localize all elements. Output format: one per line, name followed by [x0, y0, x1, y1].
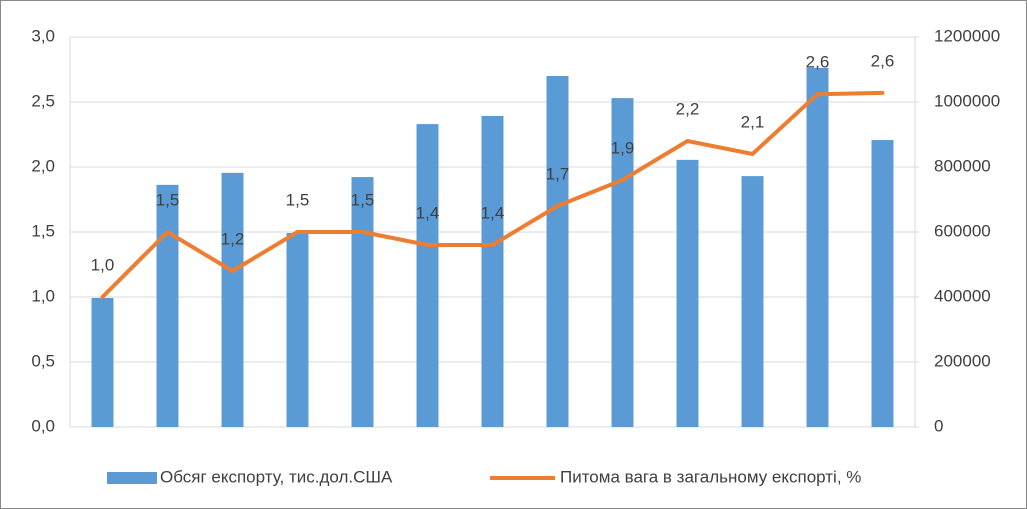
y2-tick-label: 1000000: [934, 91, 1000, 110]
y2-tick-label: 800000: [934, 156, 991, 175]
data-label: 2,2: [676, 99, 700, 118]
y-tick-label: 2,5: [31, 91, 55, 110]
data-label: 2,6: [806, 53, 830, 72]
data-label: 2,6: [871, 51, 895, 70]
data-label: 1,5: [156, 190, 180, 209]
data-label: 1,5: [286, 190, 310, 209]
legend-label: Питома вага в загальному експорті, %: [560, 467, 861, 486]
y-tick-label: 1,5: [31, 221, 55, 240]
y2-tick-label: 1200000: [934, 26, 1000, 45]
bar: [91, 297, 114, 427]
bar: [156, 184, 179, 427]
y-tick-label: 3,0: [31, 26, 55, 45]
y2-tick-label: 400000: [934, 286, 991, 305]
legend-label: Обсяг експорту, тис.дол.США: [160, 467, 393, 486]
bar: [351, 177, 374, 427]
data-label: 2,1: [741, 112, 765, 131]
bar: [481, 115, 504, 427]
data-label: 1,0: [91, 255, 115, 274]
data-label: 1,2: [221, 229, 245, 248]
y-tick-label: 1,0: [31, 286, 55, 305]
y2-tick-label: 600000: [934, 221, 991, 240]
legend-swatch: [107, 472, 157, 484]
data-label: 1,4: [416, 203, 440, 222]
bar: [741, 176, 764, 427]
bar: [806, 67, 829, 427]
y2-tick-label: 0: [934, 416, 943, 435]
line: [100, 90, 885, 299]
bar: [221, 172, 244, 427]
bar: [416, 124, 439, 427]
bar: [286, 232, 309, 427]
y-tick-label: 0,5: [31, 351, 55, 370]
bar: [871, 140, 894, 427]
data-label: 1,5: [351, 190, 375, 209]
data-label: 1,9: [611, 138, 635, 157]
y2-tick-label: 200000: [934, 351, 991, 370]
y-tick-label: 0,0: [31, 416, 55, 435]
bar: [546, 76, 569, 427]
bar: [676, 159, 699, 427]
y-tick-label: 2,0: [31, 156, 55, 175]
data-label: 1,4: [481, 203, 505, 222]
data-label: 1,7: [546, 164, 570, 183]
